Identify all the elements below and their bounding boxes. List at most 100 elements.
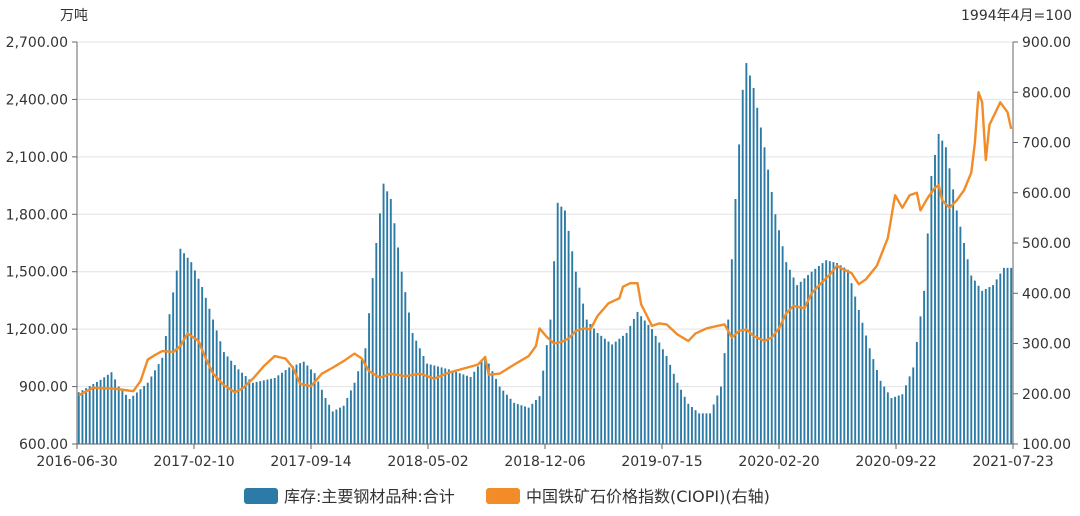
inventory-bar [96, 381, 98, 444]
inventory-bar [302, 361, 305, 444]
inventory-bar [92, 384, 95, 444]
inventory-bar [375, 243, 378, 444]
inventory-bar [502, 390, 505, 444]
inventory-bar [603, 338, 606, 444]
inventory-bar [883, 386, 886, 444]
inventory-bar [571, 251, 574, 444]
inventory-bar [164, 336, 167, 444]
inventory-bar [814, 268, 817, 444]
inventory-bar [266, 379, 269, 444]
inventory-bar [992, 285, 994, 444]
inventory-bar [723, 353, 726, 444]
inventory-bar [828, 261, 831, 444]
inventory-bar [817, 265, 820, 444]
inventory-bar [767, 169, 770, 444]
inventory-bar [193, 270, 196, 444]
inventory-bar [400, 271, 403, 444]
inventory-bar [476, 366, 479, 444]
inventory-bar [237, 369, 240, 444]
inventory-bar [157, 364, 160, 444]
inventory-bar [204, 297, 207, 444]
inventory-bar [447, 369, 450, 444]
inventory-bar [516, 404, 519, 444]
inventory-bar [103, 377, 106, 444]
inventory-bar [785, 262, 788, 444]
legend-label-inventory: 库存:主要钢材品种:合计 [284, 487, 455, 506]
inventory-bar [622, 335, 624, 444]
inventory-bar [654, 335, 657, 444]
inventory-bar [378, 213, 381, 444]
inventory-bar [556, 202, 559, 444]
inventory-bars [77, 63, 1013, 445]
inventory-bar [143, 386, 146, 444]
left-tick-label: 2,400.00 [6, 92, 68, 108]
inventory-bar [85, 388, 88, 444]
inventory-bar [458, 373, 461, 444]
inventory-bar [252, 382, 254, 444]
inventory-bar [712, 404, 715, 444]
inventory-bar [429, 364, 432, 444]
inventory-bar [981, 290, 984, 444]
inventory-bar [324, 398, 327, 444]
inventory-bar [466, 375, 468, 444]
inventory-bar [353, 382, 356, 444]
inventory-bar [186, 257, 189, 444]
inventory-bar [331, 411, 334, 444]
inventory-bar [418, 348, 421, 444]
inventory-bar [259, 381, 262, 444]
inventory-bar [756, 107, 759, 444]
inventory-bar [114, 379, 117, 444]
inventory-bar [139, 389, 142, 444]
inventory-bar [1002, 267, 1005, 444]
inventory-bar [701, 413, 704, 444]
right-axis-ticks: 100.00 200.00 300.00 400.00 500.00 600.00 700.… [1013, 35, 1071, 453]
inventory-bar [839, 265, 842, 444]
inventory-bar [629, 325, 632, 444]
inventory-bar [952, 189, 955, 444]
inventory-bar [291, 365, 294, 444]
inventory-bar [538, 396, 541, 444]
inventory-bar [574, 271, 577, 444]
inventory-bar [850, 283, 853, 444]
inventory-bar [175, 270, 178, 444]
inventory-bar [894, 396, 897, 444]
x-tick-label: 2018-12-06 [504, 454, 585, 470]
inventory-bar [890, 398, 893, 444]
inventory-bar [901, 394, 904, 444]
inventory-bar [915, 341, 918, 444]
inventory-bar [596, 332, 599, 444]
right-tick-label: 100.00 [1022, 437, 1071, 453]
inventory-bar [349, 390, 352, 444]
inventory-bar [730, 259, 733, 444]
inventory-bar [273, 377, 276, 444]
inventory-bar [934, 154, 936, 444]
inventory-bar [759, 127, 762, 444]
inventory-bar [241, 372, 244, 444]
inventory-bar [281, 372, 283, 444]
inventory-bar [368, 313, 370, 444]
inventory-bar [984, 288, 987, 444]
inventory-bar [230, 360, 233, 444]
inventory-bar [339, 407, 341, 444]
inventory-bar [857, 310, 860, 444]
inventory-bar [923, 290, 926, 444]
inventory-bar [233, 365, 236, 444]
inventory-bar [636, 311, 639, 444]
inventory-bar [212, 319, 214, 444]
inventory-bar [346, 398, 349, 444]
inventory-bar [426, 363, 429, 444]
x-tick-label: 2016-06-30 [36, 454, 117, 470]
inventory-bar [778, 230, 780, 444]
inventory-bar [545, 345, 548, 444]
left-tick-label: 1,800.00 [6, 207, 68, 223]
inventory-bar [593, 328, 595, 444]
inventory-bar [941, 140, 944, 444]
inventory-bar [727, 319, 730, 444]
inventory-bar [879, 380, 882, 444]
inventory-bar [854, 296, 857, 444]
inventory-bar [357, 371, 360, 444]
inventory-bar [720, 386, 722, 444]
inventory-bar [658, 342, 661, 444]
inventory-bar [310, 369, 312, 444]
right-axis-unit: 1994年4月=100 [961, 8, 1072, 24]
